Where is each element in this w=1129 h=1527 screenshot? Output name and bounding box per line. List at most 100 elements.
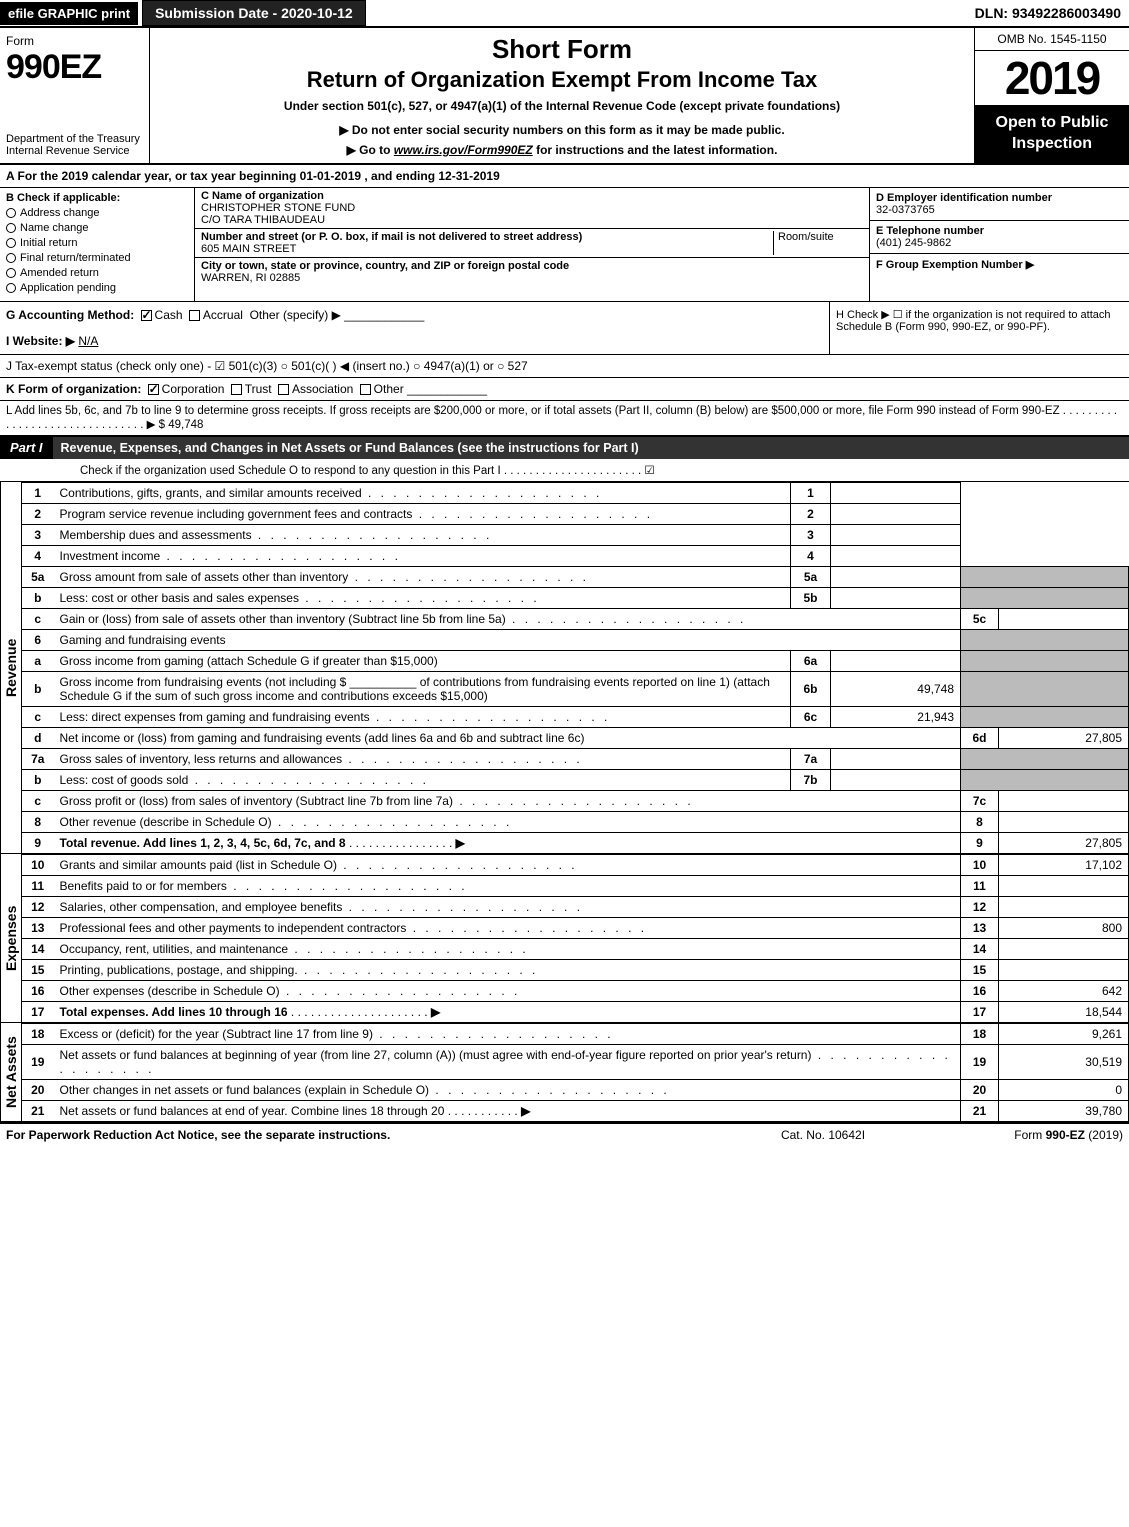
chk-trust[interactable] [231, 384, 242, 395]
form-number: 990EZ [6, 48, 143, 87]
ein-value: 32-0373765 [876, 204, 935, 216]
header-mid: Short Form Return of Organization Exempt… [150, 28, 974, 163]
chk-application-pending[interactable]: Application pending [6, 282, 188, 294]
header-right: OMB No. 1545-1150 2019 Open to Public In… [974, 28, 1129, 163]
chk-association[interactable] [278, 384, 289, 395]
net-assets-table: 18Excess or (deficit) for the year (Subt… [21, 1023, 1129, 1122]
box-c-addr-label: Number and street (or P. O. box, if mail… [201, 231, 582, 243]
line-21: 21Net assets or fund balances at end of … [22, 1101, 1129, 1122]
org-name-1: CHRISTOPHER STONE FUND [201, 202, 355, 214]
line-12: 12Salaries, other compensation, and empl… [22, 897, 1129, 918]
website-value: N/A [78, 334, 98, 348]
irs-link[interactable]: www.irs.gov/Form990EZ [394, 143, 533, 157]
omb-number: OMB No. 1545-1150 [975, 28, 1129, 51]
expenses-side-label: Expenses [0, 854, 21, 1023]
page-footer: For Paperwork Reduction Act Notice, see … [0, 1122, 1129, 1146]
box-c-name-label: C Name of organization [201, 190, 324, 202]
form-word: Form [6, 34, 143, 48]
line-6b: bGross income from fundraising events (n… [22, 672, 1129, 707]
title-short-form: Short Form [160, 34, 964, 65]
box-d-label: D Employer identification number [876, 192, 1052, 204]
section-expenses: Expenses 10Grants and similar amounts pa… [0, 854, 1129, 1023]
line-18: 18Excess or (deficit) for the year (Subt… [22, 1024, 1129, 1045]
line-17: 17Total expenses. Add lines 10 through 1… [22, 1002, 1129, 1023]
title-return: Return of Organization Exempt From Incom… [160, 67, 964, 93]
box-f-label: F Group Exemption Number ▶ [876, 259, 1034, 271]
chk-amended-return[interactable]: Amended return [6, 267, 188, 279]
chk-accrual[interactable] [189, 310, 200, 321]
org-name-2: C/O TARA THIBAUDEAU [201, 214, 325, 226]
line-2: 2Program service revenue including gover… [22, 504, 1129, 525]
line-i: I Website: ▶ N/A [6, 334, 823, 348]
chk-name-change[interactable]: Name change [6, 222, 188, 234]
chk-final-return[interactable]: Final return/terminated [6, 252, 188, 264]
line-6a: aGross income from gaming (attach Schedu… [22, 651, 1129, 672]
chk-address-change[interactable]: Address change [6, 207, 188, 219]
line-4: 4Investment income4 [22, 546, 1129, 567]
subtitle-goto: ▶ Go to www.irs.gov/Form990EZ for instru… [160, 143, 964, 157]
line-13: 13Professional fees and other payments t… [22, 918, 1129, 939]
phone-value: (401) 245-9862 [876, 237, 951, 249]
irs-label: Internal Revenue Service [6, 145, 130, 157]
line-k: K Form of organization: Corporation Trus… [0, 378, 1129, 401]
chk-other-org[interactable] [360, 384, 371, 395]
box-def: D Employer identification number 32-0373… [869, 188, 1129, 301]
net-assets-side-label: Net Assets [0, 1023, 21, 1122]
dln: DLN: 93492286003490 [967, 1, 1129, 25]
line-5a: 5aGross amount from sale of assets other… [22, 567, 1129, 588]
opt-other-org: Other [374, 382, 404, 396]
open-to-public: Open to Public Inspection [975, 105, 1129, 163]
line-3: 3Membership dues and assessments3 [22, 525, 1129, 546]
chk-label: Amended return [20, 267, 99, 279]
line-7b: bLess: cost of goods sold7b [22, 770, 1129, 791]
line-j: J Tax-exempt status (check only one) - ☑… [0, 355, 1129, 378]
dept-label: Department of the Treasury [6, 133, 140, 145]
line-l: L Add lines 5b, 6c, and 7b to line 9 to … [0, 401, 1129, 436]
opt-accrual: Accrual [203, 308, 243, 322]
line-15: 15Printing, publications, postage, and s… [22, 960, 1129, 981]
line-a-tax-year: A For the 2019 calendar year, or tax yea… [0, 165, 1129, 188]
opt-assoc: Association [292, 382, 353, 396]
box-b-label: B Check if applicable: [6, 192, 188, 204]
subtitle-ssn: ▶ Do not enter social security numbers o… [160, 123, 964, 137]
opt-corp: Corporation [162, 382, 225, 396]
line-5b: bLess: cost or other basis and sales exp… [22, 588, 1129, 609]
line-16: 16Other expenses (describe in Schedule O… [22, 981, 1129, 1002]
line-19: 19Net assets or fund balances at beginni… [22, 1045, 1129, 1080]
expenses-table: 10Grants and similar amounts paid (list … [21, 854, 1129, 1023]
opt-trust: Trust [245, 382, 272, 396]
chk-label: Application pending [20, 282, 116, 294]
line-g-label: G Accounting Method: [6, 308, 134, 322]
chk-initial-return[interactable]: Initial return [6, 237, 188, 249]
top-bar: efile GRAPHIC print Submission Date - 20… [0, 0, 1129, 28]
box-c: C Name of organization CHRISTOPHER STONE… [195, 188, 869, 301]
revenue-table: 1Contributions, gifts, grants, and simil… [21, 482, 1129, 854]
chk-label: Final return/terminated [20, 252, 131, 264]
chk-corporation[interactable] [148, 384, 159, 395]
part-1-label: Part I [0, 436, 53, 459]
chk-cash[interactable] [141, 310, 152, 321]
line-7c: cGross profit or (loss) from sales of in… [22, 791, 1129, 812]
line-8: 8Other revenue (describe in Schedule O)8 [22, 812, 1129, 833]
efile-label: efile GRAPHIC print [0, 2, 138, 25]
form-header: Form 990EZ Department of the Treasury In… [0, 28, 1129, 165]
tax-year: 2019 [975, 51, 1129, 105]
box-b: B Check if applicable: Address change Na… [0, 188, 195, 301]
line-k-label: K Form of organization: [6, 382, 141, 396]
line-g: G Accounting Method: Cash Accrual Other … [6, 308, 823, 322]
chk-label: Address change [20, 207, 100, 219]
goto-post: for instructions and the latest informat… [533, 143, 778, 157]
section-revenue: Revenue 1Contributions, gifts, grants, a… [0, 482, 1129, 854]
part-1-header: Part I Revenue, Expenses, and Changes in… [0, 436, 1129, 459]
goto-pre: ▶ Go to [347, 143, 394, 157]
part-1-title: Revenue, Expenses, and Changes in Net As… [53, 437, 1129, 459]
box-e-label: E Telephone number [876, 225, 984, 237]
line-6: 6Gaming and fundraising events [22, 630, 1129, 651]
line-6d: dNet income or (loss) from gaming and fu… [22, 728, 1129, 749]
header-left: Form 990EZ Department of the Treasury In… [0, 28, 150, 163]
box-c-city-label: City or town, state or province, country… [201, 260, 569, 272]
line-14: 14Occupancy, rent, utilities, and mainte… [22, 939, 1129, 960]
line-9: 9Total revenue. Add lines 1, 2, 3, 4, 5c… [22, 833, 1129, 854]
room-suite-label: Room/suite [778, 231, 834, 243]
revenue-side-label: Revenue [0, 482, 21, 854]
